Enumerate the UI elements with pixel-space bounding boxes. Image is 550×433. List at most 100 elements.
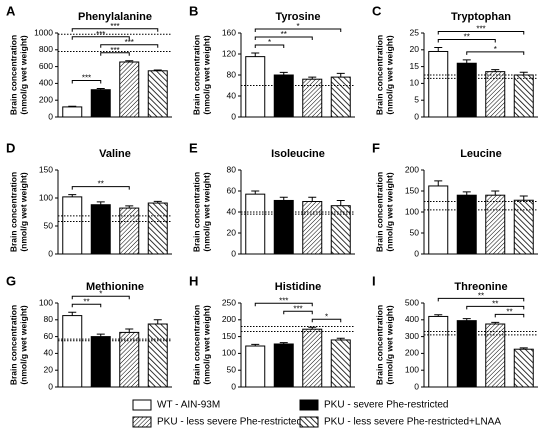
panel-letter: G [6,273,16,288]
legend-label: PKU - severe Phe-restricted [324,400,449,411]
error-bar [96,87,105,90]
y-tick-label: 40 [227,206,237,216]
panel-title: Leucine [460,148,502,160]
significance-label: *** [279,296,288,305]
y-tick-label: 40 [44,348,54,358]
significance-bracket [100,52,130,56]
error-bar [125,205,134,209]
error-bar [462,191,471,196]
significance-label: ** [492,299,498,308]
panel: H Histidine Brain concentration (nmol/g wet… [189,273,355,391]
error-bar [279,196,288,201]
error-bar [153,200,162,204]
significance-bracket [283,310,313,315]
y-tick-label: 20 [410,44,420,54]
bar [119,207,140,255]
bar [513,74,534,118]
bar [273,199,294,255]
bar [273,74,294,118]
significance-label: * [99,289,102,298]
significance-bracket [437,30,525,35]
error-bar [308,76,317,80]
y-tick-label: 200 [222,314,236,324]
significance-bracket [254,44,285,48]
y-tick-label: 150 [405,185,419,195]
panel: D Valine Brain concentration (nmol/g wet we… [6,140,172,258]
y-tick-label: 25 [410,27,420,37]
panel-title: Methionine [86,281,144,293]
error-bar [308,196,317,202]
error-bar [68,311,77,316]
y-axis-label: Brain concentration [8,35,18,115]
significance-label: ** [478,291,484,300]
y-axis-label: (nmol/g wet weight) [201,172,211,251]
bar [119,61,140,118]
significance-bracket [71,303,102,308]
y-tick-label: 0 [414,248,419,258]
error-bar [434,46,443,52]
error-bar [96,201,105,205]
error-bar [434,314,443,317]
y-tick-label: 100 [39,192,53,202]
error-bar [462,59,471,64]
y-axis-label: (nmol/g wet weight) [201,305,211,384]
panel-title: Valine [99,148,131,160]
significance-label: ** [83,297,89,306]
y-tick-label: 0 [414,111,419,121]
panel-letter: A [6,3,16,18]
error-bar [491,69,500,72]
bar [62,315,83,388]
error-bar [519,195,528,201]
y-axis-label: (nmol/g wet weight) [18,305,28,384]
panel: I Threonine Brain concentration (nmol/g wet… [372,273,538,391]
bar [147,323,168,388]
panel-letter: D [6,140,15,155]
error-bar [279,71,288,75]
y-tick-label: 15 [410,61,420,71]
y-tick-label: 800 [39,44,53,54]
significance-bracket [71,295,130,300]
bar [90,336,111,388]
error-bar [153,319,162,324]
bar [147,202,168,255]
bar [330,76,351,118]
panel: B Tyrosine Brain concentration (nmol/g wet … [189,3,355,121]
y-axis-label: (nmol/g wet weight) [201,35,211,114]
error-bar [336,72,345,78]
panel: F Leucine Brain concentration (nmol/g wet w… [372,140,538,258]
significance-bracket [437,297,525,302]
y-tick-label: 300 [405,331,419,341]
y-tick-label: 150 [222,331,236,341]
y-axis-label: Brain concentration [8,305,18,385]
y-tick-label: 100 [405,364,419,374]
error-bar [251,52,260,57]
y-tick-label: 200 [39,94,53,104]
significance-label: ** [281,30,287,39]
error-bar [251,343,260,347]
significance-label: *** [110,46,119,55]
bar [119,331,140,388]
significance-label: *** [82,74,91,83]
error-bar [153,69,162,71]
panel-title: Tryptophan [451,11,511,23]
error-bar [308,326,317,330]
bar [90,204,111,255]
panel-title: Phenylalanine [78,11,152,23]
y-axis-label: Brain concentration [374,35,384,115]
y-tick-label: 250 [222,297,236,307]
y-tick-label: 400 [405,314,419,324]
bar [302,78,323,118]
y-axis-label: (nmol/g wet weight) [18,35,28,114]
y-tick-label: 500 [405,297,419,307]
significance-label: *** [110,22,119,31]
y-tick-label: 400 [39,78,53,88]
legend-label: PKU - less severe Phe-restricted [157,417,302,428]
significance-bracket [254,28,342,32]
significance-label: * [494,45,497,54]
y-tick-label: 20 [44,364,54,374]
y-axis-label: (nmol/g wet weight) [384,305,394,384]
y-tick-label: 50 [44,220,54,230]
significance-bracket [437,38,496,43]
error-bar [491,321,500,324]
